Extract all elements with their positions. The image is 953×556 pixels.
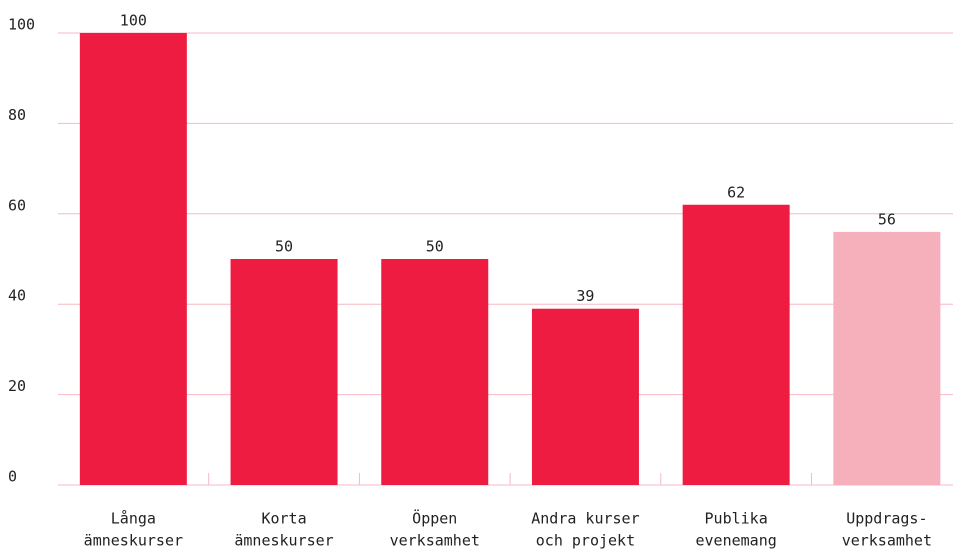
- bar: [682, 204, 790, 485]
- value-label: 62: [727, 183, 745, 201]
- y-tick-label: 20: [8, 377, 26, 395]
- x-tick-label: och projekt: [536, 532, 635, 550]
- x-tick-label: ämneskurser: [234, 532, 333, 550]
- y-tick-label: 0: [8, 468, 17, 486]
- x-tick-label: Långa: [111, 510, 156, 528]
- bar: [833, 231, 941, 485]
- x-tick-label: verksamhet: [842, 532, 932, 550]
- value-label: 39: [576, 287, 594, 305]
- x-tick-label: Andra kurser: [531, 510, 639, 528]
- bar: [79, 33, 187, 485]
- bar: [531, 308, 639, 485]
- y-tick-label: 100: [8, 16, 35, 34]
- value-label: 50: [275, 238, 293, 256]
- value-label: 50: [426, 238, 444, 256]
- y-tick-label: 60: [8, 196, 26, 214]
- value-label: 56: [878, 210, 896, 228]
- y-tick-label: 80: [8, 106, 26, 124]
- y-tick-label: 40: [8, 287, 26, 305]
- x-tick-label: verksamhet: [390, 532, 480, 550]
- x-tick-label: Öppen: [412, 509, 457, 528]
- bar: [230, 259, 338, 485]
- value-label: 100: [120, 12, 147, 30]
- x-tick-label: Korta: [261, 510, 306, 528]
- bar: [381, 259, 489, 485]
- x-tick-label: Uppdrags-: [846, 510, 927, 528]
- x-tick-label: ämneskurser: [84, 532, 183, 550]
- x-tick-label: evenemang: [696, 532, 777, 550]
- x-tick-label: Publika: [705, 510, 768, 528]
